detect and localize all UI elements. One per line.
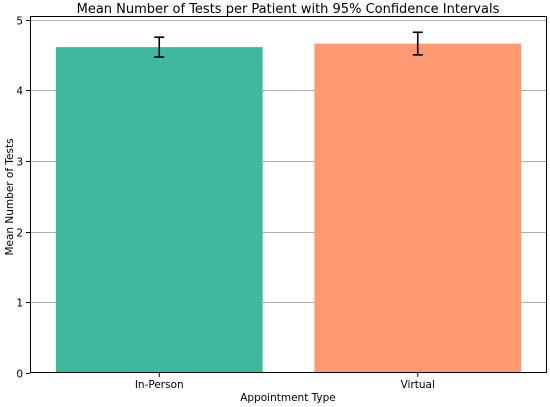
error-bars [154, 31, 423, 58]
bars [55, 43, 522, 373]
plot-area-frame [30, 16, 547, 373]
ytick-label-5: 5 [16, 16, 23, 28]
xtick-label-in-person: In-Person [135, 379, 184, 391]
bar-virtual [314, 43, 522, 373]
ytick-label-0: 0 [16, 369, 23, 381]
error-bar-in-person [154, 36, 165, 58]
x-axis-ticks: In-Person Virtual [135, 373, 435, 391]
xtick-label-virtual: Virtual [401, 379, 435, 391]
error-bar-virtual [412, 31, 423, 56]
x-axis-label: Appointment Type [240, 392, 336, 404]
ytick-label-3: 3 [16, 157, 23, 169]
bar-in-person [55, 47, 263, 373]
ytick-label-4: 4 [16, 86, 23, 98]
y-axis-ticks: 0 1 2 3 4 5 [16, 16, 30, 381]
ytick-label-1: 1 [16, 298, 23, 310]
chart-title: Mean Number of Tests per Patient with 95… [77, 2, 500, 17]
y-axis-label: Mean Number of Tests [4, 138, 16, 255]
ytick-label-2: 2 [16, 228, 23, 240]
